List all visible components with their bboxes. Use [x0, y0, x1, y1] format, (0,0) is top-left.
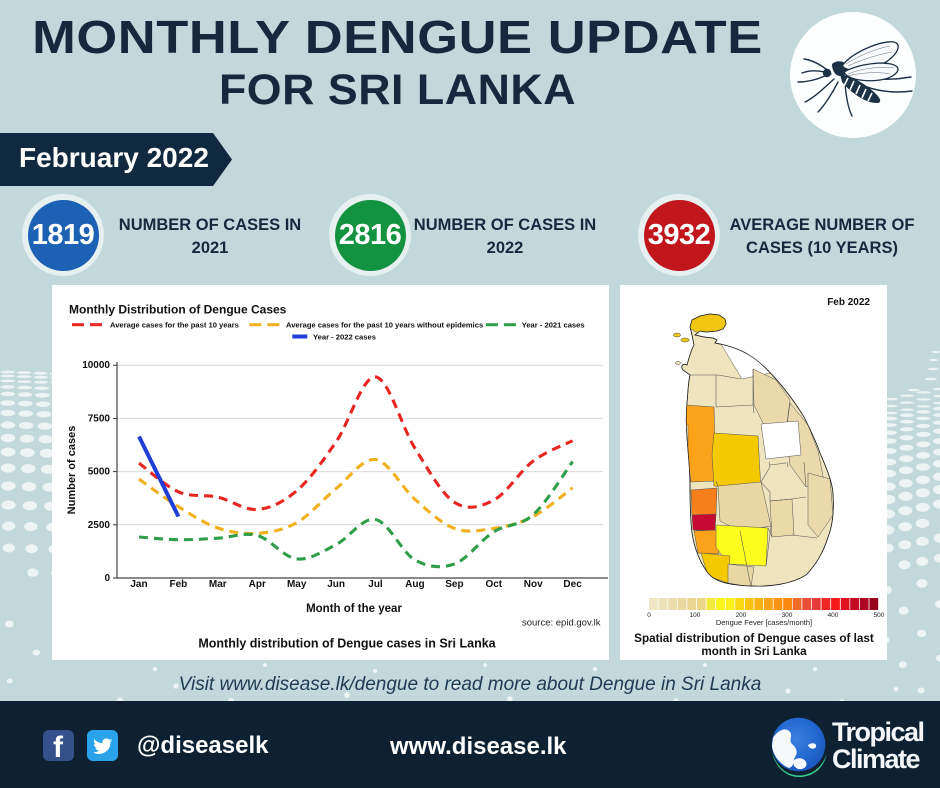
svg-text:Nov: Nov	[524, 579, 543, 590]
svg-text:Feb 2022: Feb 2022	[827, 297, 870, 308]
svg-text:Apr: Apr	[249, 579, 266, 590]
svg-text:Number of cases: Number of cases	[66, 426, 78, 515]
svg-text:Average cases for the past 10: Average cases for the past 10 years with…	[286, 321, 483, 330]
svg-text:500: 500	[874, 612, 885, 619]
svg-text:source: epid.gov.lk: source: epid.gov.lk	[522, 617, 601, 628]
svg-text:5000: 5000	[88, 467, 111, 478]
svg-text:Monthly distribution of Dengu: Monthly distribution of Dengue cases in …	[198, 637, 496, 651]
svg-text:400: 400	[828, 612, 839, 619]
svg-text:Mar: Mar	[209, 579, 227, 590]
svg-text:0: 0	[647, 612, 651, 619]
svg-text:200: 200	[736, 612, 747, 619]
svg-text:Oct: Oct	[485, 579, 502, 590]
svg-text:Monthly Distribution of Dengue: Monthly Distribution of Dengue Cases	[69, 303, 287, 317]
svg-text:Feb: Feb	[170, 579, 188, 590]
svg-text:Jul: Jul	[368, 579, 383, 590]
svg-text:Dengue Fever [cases/month]: Dengue Fever [cases/month]	[716, 618, 812, 627]
svg-text:month in Sri Lanka: month in Sri Lanka	[701, 645, 807, 658]
svg-text:May: May	[287, 579, 307, 590]
svg-text:0: 0	[104, 573, 110, 584]
svg-text:2500: 2500	[88, 520, 111, 531]
svg-text:7500: 7500	[88, 413, 111, 424]
svg-text:Month of the year: Month of the year	[306, 603, 402, 615]
svg-text:Dec: Dec	[563, 579, 582, 590]
svg-text:Average cases for the past 10: Average cases for the past 10 years	[110, 321, 239, 330]
svg-text:10000: 10000	[82, 360, 110, 371]
svg-text:Aug: Aug	[405, 579, 424, 590]
svg-text:100: 100	[690, 612, 701, 619]
svg-text:Spatial distribution of Dengue: Spatial distribution of Dengue cases of …	[634, 632, 874, 645]
svg-text:Jan: Jan	[130, 579, 147, 590]
svg-text:Sep: Sep	[445, 579, 463, 590]
svg-text:Year - 2022 cases: Year - 2022 cases	[313, 333, 376, 342]
svg-text:Year - 2021 cases: Year - 2021 cases	[522, 321, 585, 330]
svg-text:Jun: Jun	[327, 579, 345, 590]
svg-text:300: 300	[782, 612, 793, 619]
